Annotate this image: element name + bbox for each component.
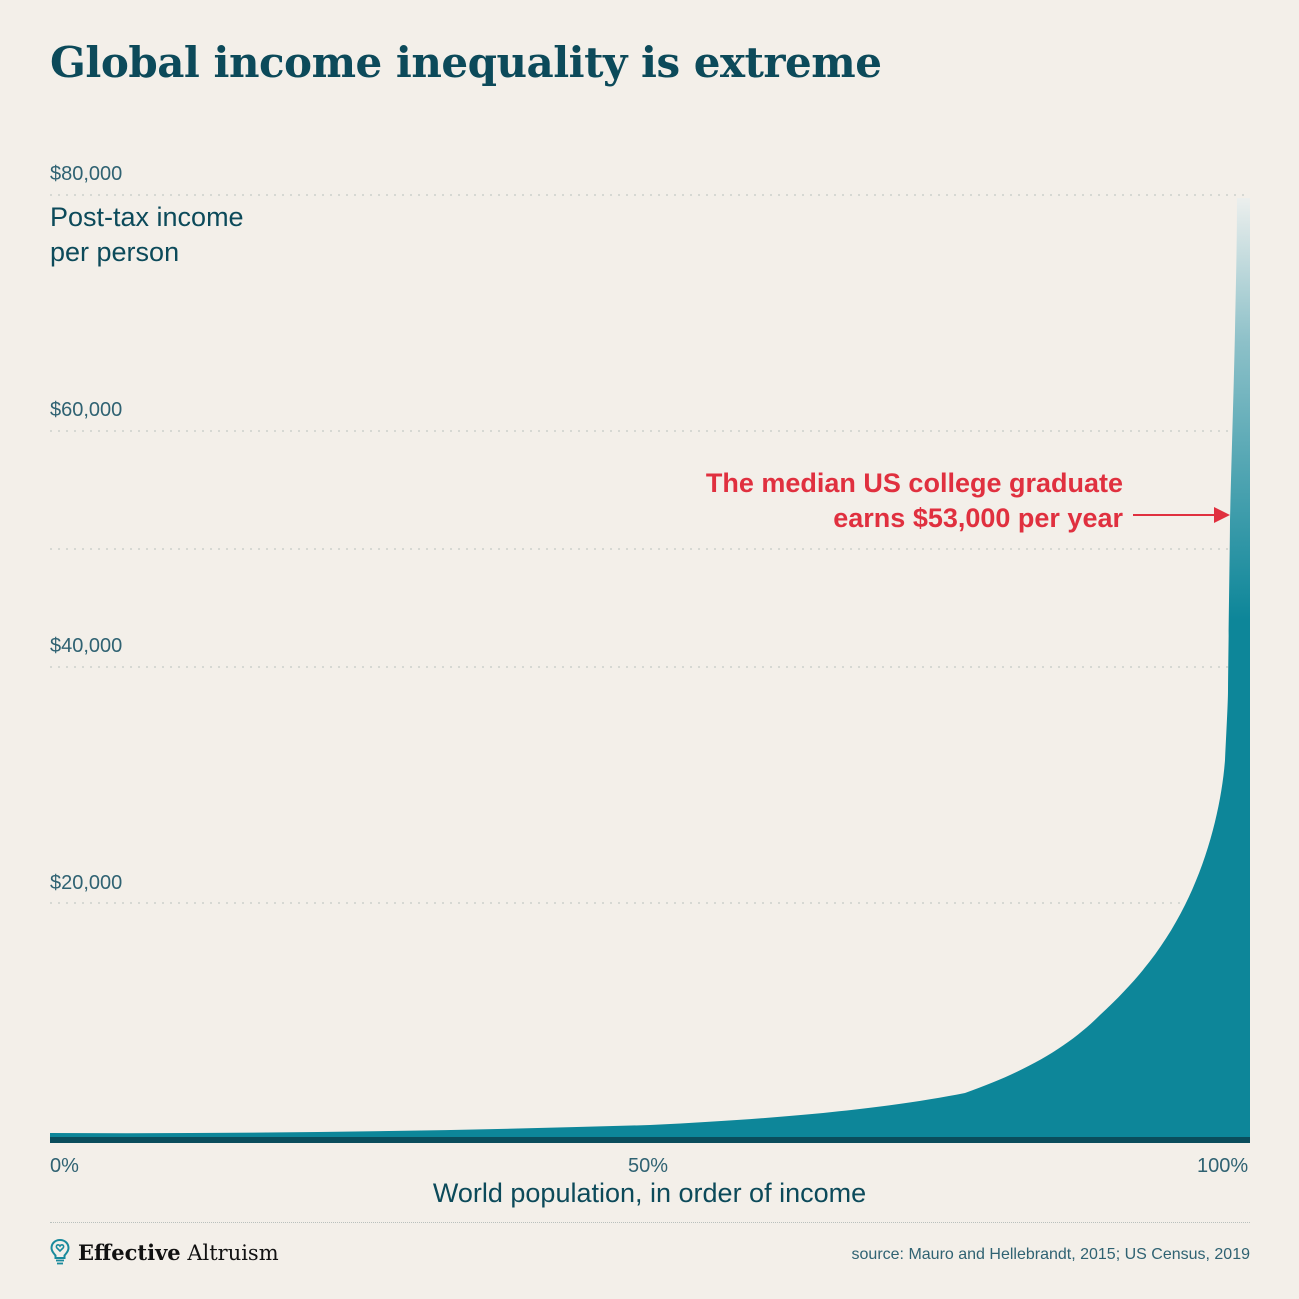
median-graduate-annotation: The median US college graduate earns $53… [706,466,1123,536]
x-axis-label: World population, in order of income [432,1178,867,1208]
brand-logo: Effective Altruism [50,1238,279,1266]
brand-name-regular: Altruism [187,1240,279,1265]
source-citation: source: Mauro and Hellebrandt, 2015; US … [851,1246,1250,1263]
y-tick-20000: $20,000 [50,872,123,894]
y-tick-60000: $60,000 [50,399,123,421]
y-axis-label-line1: Post-tax income [50,202,244,232]
annotation-line1: The median US college graduate [705,468,1123,498]
x-tick-50: 50% [628,1155,669,1177]
annotation-line2: earns $53,000 per year [833,503,1123,533]
x-tick-100: 100% [1197,1155,1249,1177]
y-tick-40000: $40,000 [50,635,123,657]
brand-name-bold: Effective [78,1239,181,1265]
income-area [50,198,1250,1137]
footer-divider [50,1222,1250,1223]
lightbulb-heart-icon [50,1238,70,1265]
y-axis-label: Post-tax income per person [50,200,244,270]
y-tick-80000: $80,000 [50,163,123,185]
chart-title: Global income inequality is extreme [50,38,882,87]
x-tick-0: 0% [50,1155,79,1177]
y-axis-label-line2: per person [50,237,180,267]
baseline-axis [50,1137,1250,1143]
gridlines [50,194,1250,904]
annotation-arrow [1133,507,1230,523]
